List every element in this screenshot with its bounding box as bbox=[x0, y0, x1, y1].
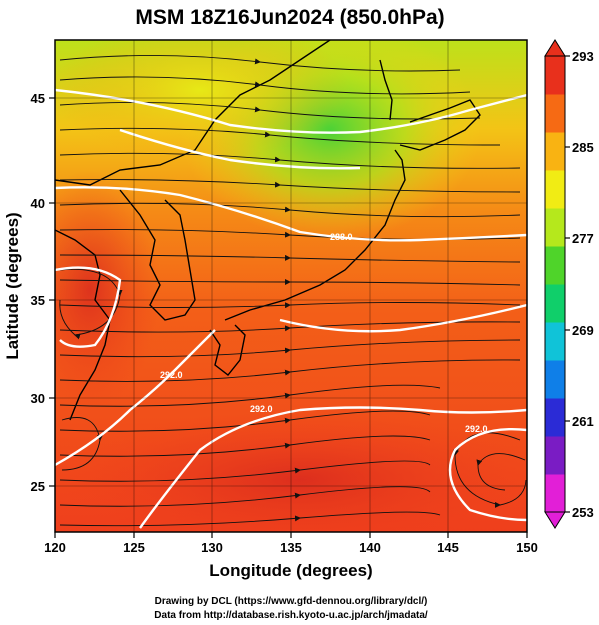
contour-label: 288.0 bbox=[330, 232, 353, 242]
colorbar-bottom-triangle bbox=[544, 511, 566, 529]
isotherm bbox=[139, 406, 527, 529]
colorbar-ticks bbox=[565, 55, 570, 513]
colorbar-segment bbox=[545, 94, 565, 133]
colorbar-tick-label: 293 bbox=[572, 49, 594, 64]
y-tick-label: 40 bbox=[31, 196, 45, 211]
x-tick-label: 145 bbox=[437, 540, 459, 555]
isotherm bbox=[55, 88, 527, 134]
x-axis bbox=[54, 532, 528, 538]
isotherm bbox=[55, 329, 216, 467]
coastline-asia-mainland bbox=[55, 40, 331, 186]
colorbar-segment bbox=[545, 474, 565, 513]
x-tick-label: 135 bbox=[280, 540, 302, 555]
colorbar-segments bbox=[545, 56, 565, 513]
streamline bbox=[59, 460, 431, 482]
colorbar-segment bbox=[545, 322, 565, 361]
y-tick-label: 25 bbox=[31, 479, 45, 494]
y-tick-label: 45 bbox=[31, 91, 45, 106]
colorbar-top-triangle bbox=[544, 39, 566, 57]
streamline bbox=[59, 410, 431, 432]
colorbar-segment bbox=[545, 436, 565, 475]
colorbar-segment bbox=[545, 398, 565, 437]
contour-labels: 288.0 292.0 292.0 292.0 bbox=[160, 232, 488, 434]
streamline bbox=[59, 511, 441, 527]
colorbar-tick-label: 277 bbox=[572, 231, 594, 246]
y-axis bbox=[49, 97, 55, 487]
coastline-honshu bbox=[224, 149, 406, 321]
colorbar-segment bbox=[545, 56, 565, 95]
chart-title: MSM 18Z16Jun2024 (850.0hPa) bbox=[135, 6, 444, 29]
streamline bbox=[59, 384, 441, 407]
colorbar-tick-label: 261 bbox=[572, 414, 594, 429]
streamline bbox=[59, 127, 501, 146]
coastline-hokkaido bbox=[399, 99, 481, 151]
isotherms bbox=[55, 88, 527, 529]
colorbar-segment bbox=[545, 170, 565, 209]
contour-label: 292.0 bbox=[160, 370, 183, 380]
graticule bbox=[55, 40, 527, 532]
x-tick-label: 140 bbox=[359, 540, 381, 555]
streamline bbox=[59, 435, 431, 457]
credit-data-source: Data from http://database.rish.kyoto-u.a… bbox=[154, 610, 428, 621]
colorbar-segment bbox=[545, 284, 565, 323]
x-tick-labels: 120 125 130 135 140 145 150 bbox=[44, 540, 538, 555]
streamline bbox=[59, 76, 471, 95]
isotherm bbox=[279, 303, 527, 333]
streamline bbox=[59, 152, 521, 169]
y-tick-label: 35 bbox=[31, 293, 45, 308]
isotherm bbox=[119, 128, 361, 170]
streamline-swirl-west bbox=[61, 417, 103, 471]
isotherm bbox=[55, 266, 122, 348]
x-tick-label: 130 bbox=[201, 540, 223, 555]
coastline-kyushu bbox=[209, 324, 246, 376]
y-tick-labels: 25 30 35 40 45 bbox=[31, 91, 45, 494]
x-axis-label: Longitude (degrees) bbox=[209, 561, 372, 580]
colorbar: 293 285 277 269 261 253 bbox=[544, 39, 594, 529]
credit-drawing: Drawing by DCL (https://www.gfd-dennou.o… bbox=[155, 596, 428, 607]
x-tick-label: 125 bbox=[123, 540, 145, 555]
colorbar-tick-label: 253 bbox=[572, 505, 594, 520]
streamline-anticyclone bbox=[476, 453, 526, 491]
contour-label: 292.0 bbox=[465, 424, 488, 434]
y-tick-label: 30 bbox=[31, 391, 45, 406]
colorbar-tick-label: 269 bbox=[572, 323, 594, 338]
x-tick-label: 150 bbox=[516, 540, 538, 555]
colorbar-tick-label: 285 bbox=[572, 140, 594, 155]
colorbar-segment bbox=[545, 246, 565, 285]
colorbar-segment bbox=[545, 360, 565, 399]
streamline bbox=[59, 179, 521, 193]
streamline bbox=[59, 101, 481, 120]
isotherm bbox=[448, 428, 527, 522]
contour-label: 292.0 bbox=[250, 404, 273, 414]
coastlines bbox=[55, 40, 481, 421]
streamline bbox=[59, 486, 431, 507]
coastline-sakhalin bbox=[379, 59, 393, 121]
colorbar-segment bbox=[545, 208, 565, 247]
coastline-korea bbox=[119, 189, 196, 321]
plot-area: 288.0 292.0 292.0 292.0 bbox=[55, 40, 527, 532]
x-tick-label: 120 bbox=[44, 540, 66, 555]
colorbar-segment bbox=[545, 132, 565, 171]
colorbar-frame bbox=[544, 55, 566, 513]
streamline bbox=[59, 55, 461, 72]
y-axis-label: Latitude (degrees) bbox=[3, 212, 22, 359]
